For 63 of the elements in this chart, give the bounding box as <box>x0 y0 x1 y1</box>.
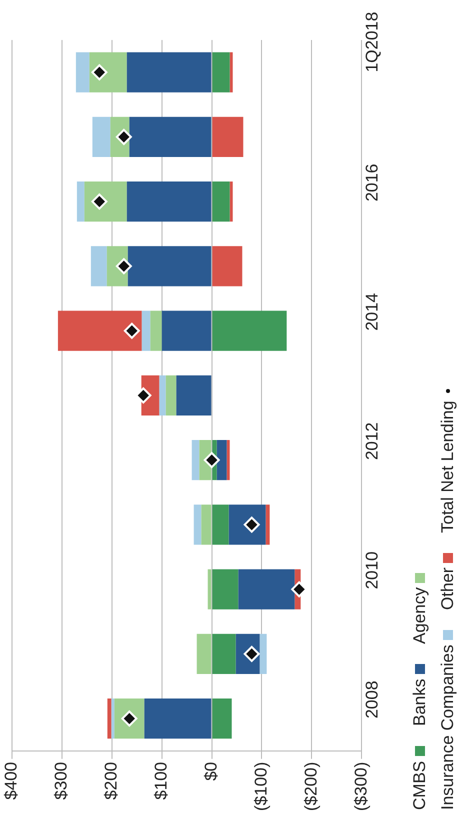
legend-label: CMBS <box>410 760 429 810</box>
bar <box>126 182 212 222</box>
bar <box>212 182 230 222</box>
legend-label: Agency <box>410 586 429 644</box>
bar <box>111 698 114 739</box>
y-tick-label: 2010 <box>362 551 382 590</box>
bar <box>76 52 90 92</box>
bar <box>129 116 212 157</box>
bar <box>150 310 162 351</box>
legend-label: Insurance Companies <box>438 644 457 810</box>
x-tick-label: $200 <box>102 762 121 800</box>
x-tick-label: $100 <box>152 762 171 800</box>
y-tick-label: 1Q2018 <box>362 12 382 72</box>
bar <box>226 440 230 480</box>
bar <box>212 634 236 674</box>
bar <box>212 569 238 610</box>
bar <box>208 569 212 610</box>
bar <box>58 310 142 351</box>
bar <box>142 310 150 351</box>
x-tick-label: ($100) <box>251 762 270 811</box>
y-tick-label: 2014 <box>362 292 382 331</box>
y-tick-label: 2012 <box>362 422 382 460</box>
legend-label: Other <box>438 566 457 610</box>
bar <box>212 310 287 351</box>
x-tick-label: $400 <box>2 762 21 800</box>
bar <box>89 52 127 92</box>
y-tick-label: 2008 <box>362 680 382 719</box>
point <box>204 452 220 468</box>
bar <box>159 375 166 416</box>
bar <box>92 116 110 157</box>
x-tick-label: $300 <box>52 762 71 800</box>
bar <box>176 375 212 416</box>
bar <box>212 246 242 286</box>
bar <box>212 52 230 92</box>
bar <box>107 698 112 739</box>
bar <box>228 504 266 545</box>
legend-label: Total Net Lending <box>438 399 457 533</box>
bar <box>194 504 202 545</box>
bar <box>126 52 212 92</box>
bar <box>84 182 127 222</box>
y-tick-label: 2016 <box>362 164 382 202</box>
bar <box>90 246 107 286</box>
legend-label: Banks <box>410 678 429 726</box>
bar <box>212 504 229 545</box>
point <box>91 64 108 80</box>
x-tick-label: ($200) <box>301 762 320 811</box>
x-tick-label: ($300) <box>351 762 370 811</box>
bar <box>144 698 212 739</box>
x-tick-label: $0 <box>201 762 220 781</box>
bar <box>238 569 295 610</box>
bar <box>216 440 227 480</box>
bar <box>128 246 212 286</box>
bar <box>266 504 270 545</box>
bar <box>192 440 200 480</box>
bar <box>201 504 212 545</box>
bar <box>76 182 84 222</box>
bar <box>162 310 212 351</box>
bar <box>260 634 267 674</box>
bar <box>166 375 176 416</box>
bar <box>212 116 244 157</box>
point <box>124 322 140 339</box>
bar <box>196 634 212 674</box>
bar <box>212 698 232 739</box>
